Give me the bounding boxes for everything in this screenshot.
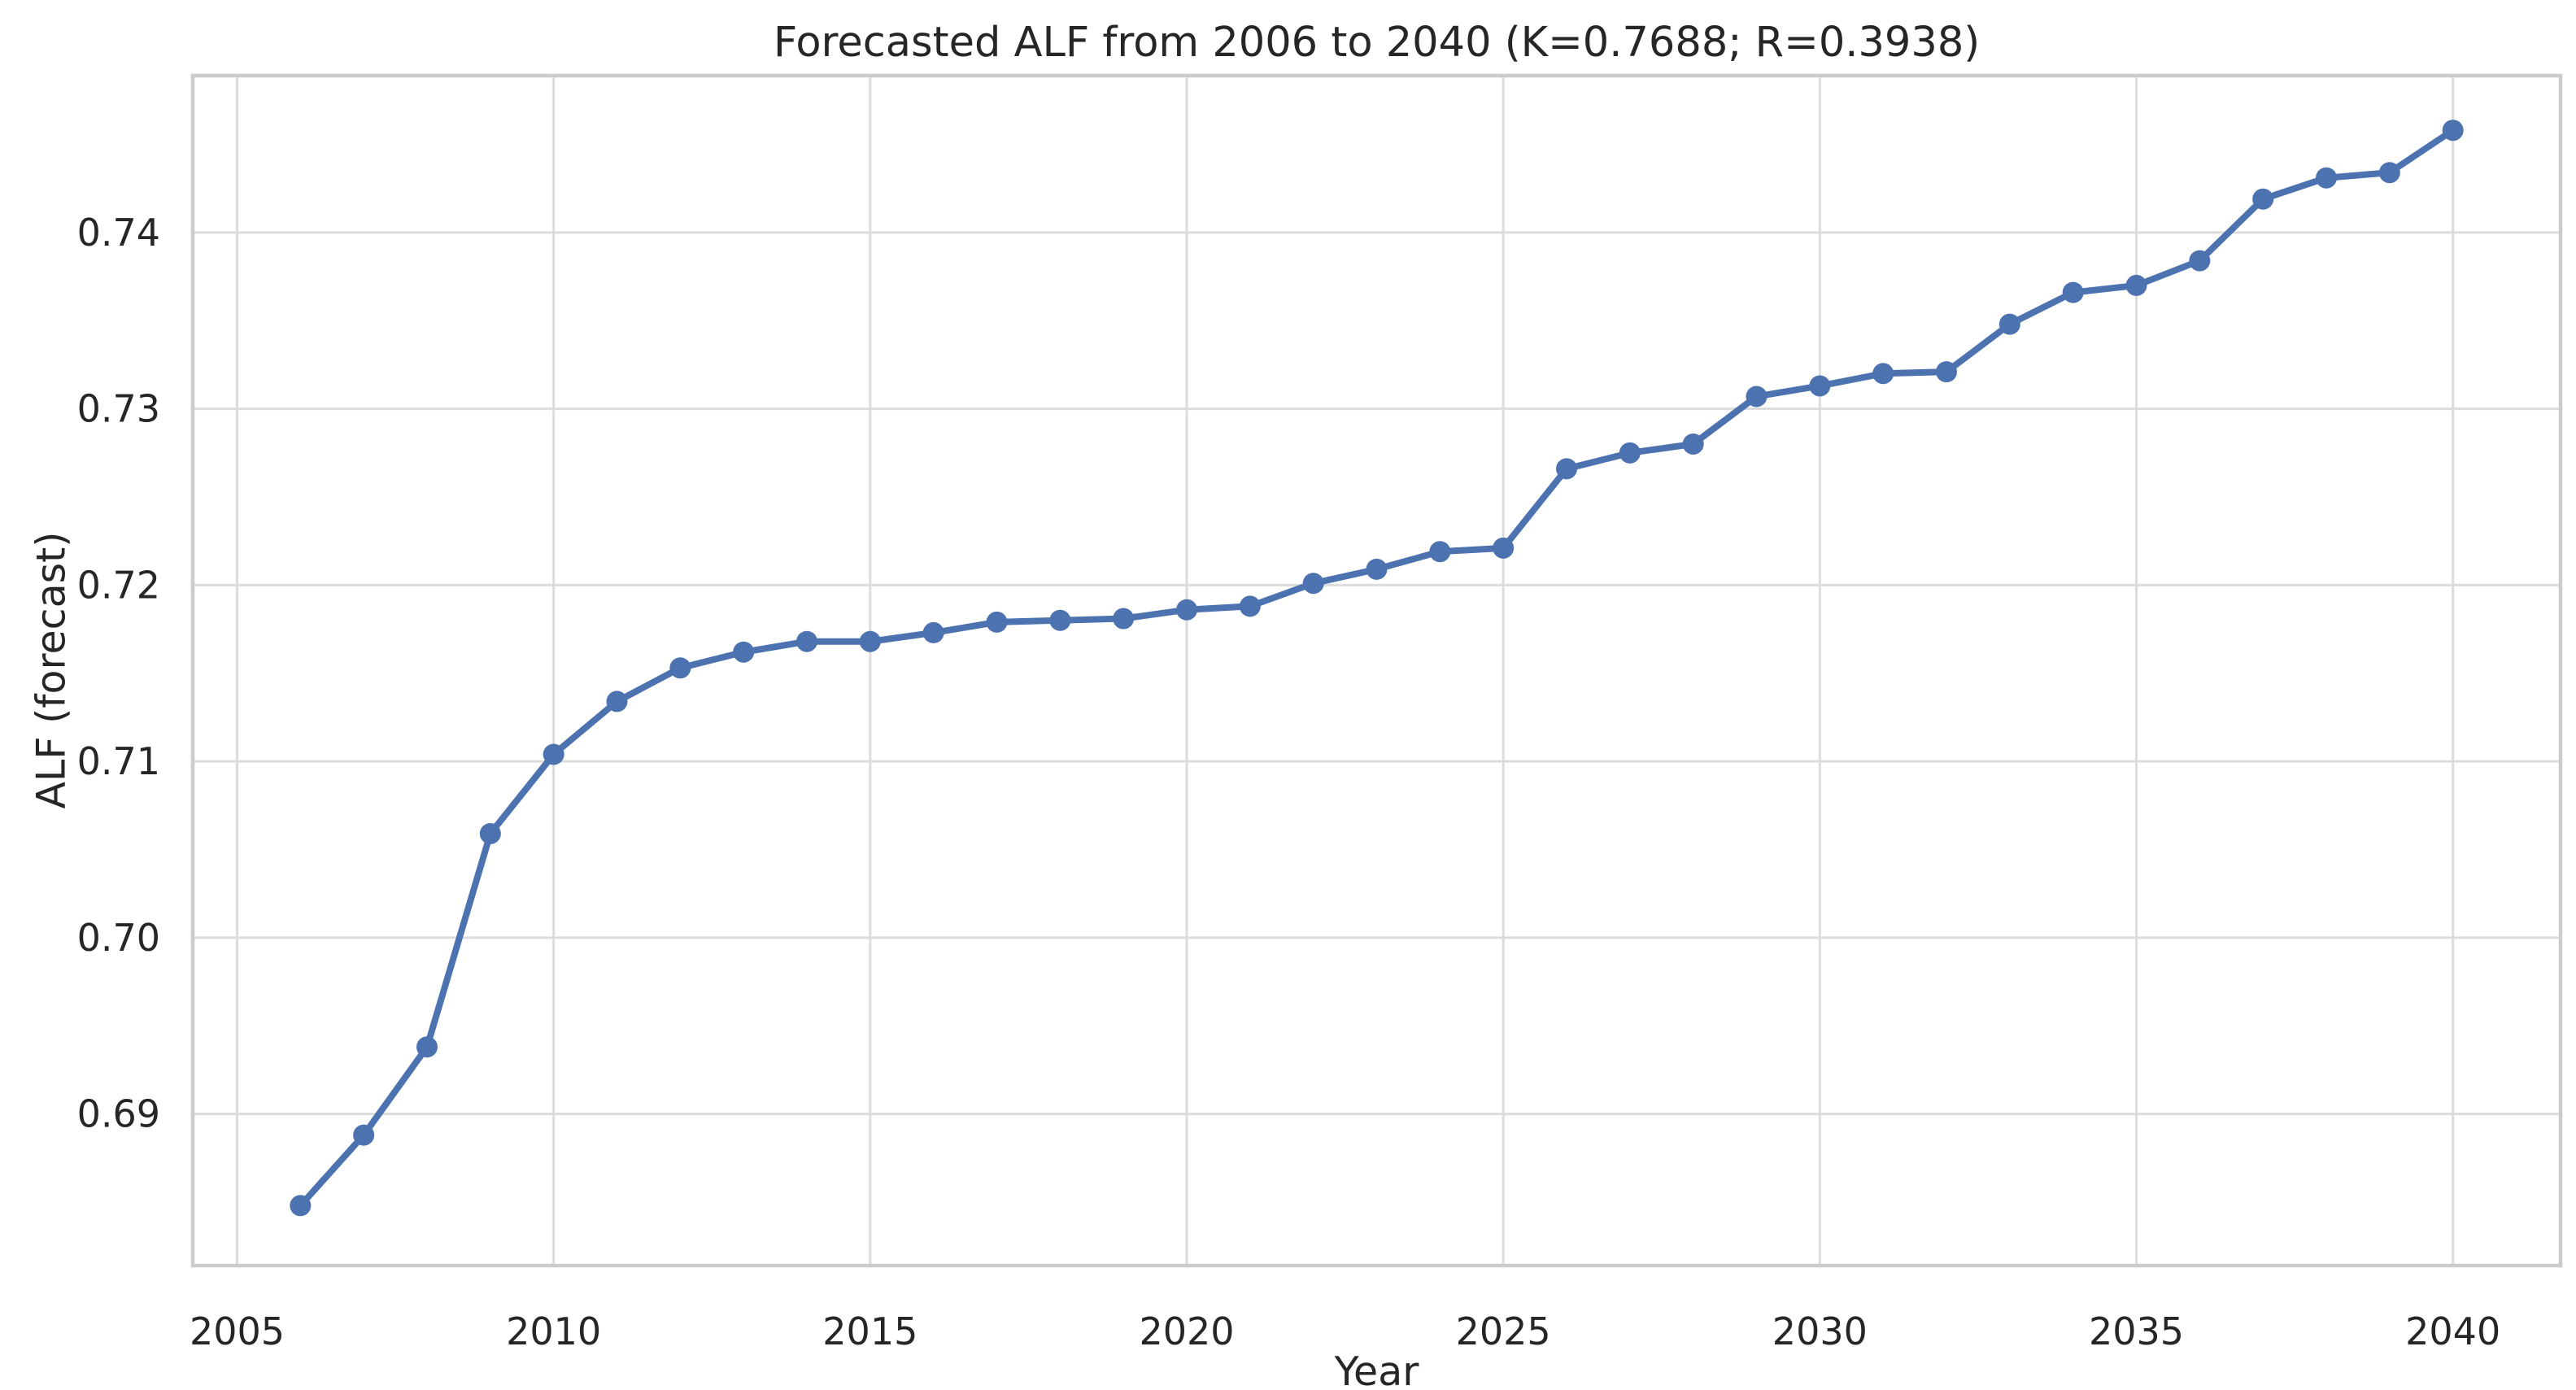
data-point xyxy=(1682,433,1704,455)
y-tick-label: 0.69 xyxy=(77,1092,160,1136)
data-point xyxy=(733,641,755,663)
x-tick-label: 2020 xyxy=(1139,1309,1234,1353)
data-point xyxy=(1556,458,1578,480)
y-tick-label: 0.71 xyxy=(77,739,160,783)
data-point xyxy=(795,630,817,652)
data-point xyxy=(986,611,1008,633)
plot-border xyxy=(190,73,2563,1268)
y-tick-label: 0.70 xyxy=(77,916,160,960)
data-point xyxy=(922,621,944,643)
data-point xyxy=(1998,313,2020,335)
data-point xyxy=(479,822,501,844)
data-point xyxy=(1809,375,1831,397)
y-tick-label: 0.72 xyxy=(77,563,160,607)
data-point xyxy=(543,743,564,765)
data-point xyxy=(2189,250,2211,272)
x-axis-label: Year xyxy=(1334,1349,1419,1390)
data-point xyxy=(669,657,691,679)
data-point xyxy=(2062,281,2084,303)
data-point xyxy=(1872,363,1894,385)
x-tick-label: 2030 xyxy=(1772,1309,1868,1353)
x-tick-label: 2005 xyxy=(190,1309,285,1353)
x-tick-label: 2010 xyxy=(506,1309,601,1353)
data-point xyxy=(353,1124,375,1146)
y-tick-label: 0.74 xyxy=(77,211,160,255)
chart-title: Forecasted ALF from 2006 to 2040 (K=0.76… xyxy=(773,19,1981,67)
x-tick-label: 2015 xyxy=(822,1309,918,1353)
data-point xyxy=(1746,386,1767,407)
data-point xyxy=(1113,608,1135,630)
y-tick-label: 0.73 xyxy=(77,387,160,431)
data-point xyxy=(1366,558,1388,580)
data-point xyxy=(290,1195,312,1217)
data-point xyxy=(1302,573,1324,595)
data-point xyxy=(1619,442,1641,464)
x-tick-label: 2040 xyxy=(2405,1309,2500,1353)
data-point xyxy=(859,630,881,652)
data-point xyxy=(2252,188,2274,210)
data-point xyxy=(606,691,628,712)
data-point xyxy=(1049,609,1071,631)
data-point xyxy=(2378,162,2400,184)
data-point xyxy=(2442,120,2464,142)
data-point xyxy=(2125,274,2147,296)
data-point xyxy=(1493,537,1515,559)
data-point xyxy=(2316,167,2338,189)
data-point xyxy=(1936,361,1958,383)
data-point xyxy=(1429,541,1451,563)
data-point xyxy=(1175,599,1197,621)
y-axis-label: ALF (forecast) xyxy=(28,531,75,809)
data-point xyxy=(1239,595,1261,617)
x-tick-label: 2035 xyxy=(2089,1309,2184,1353)
x-tick-label: 2025 xyxy=(1456,1309,1551,1353)
data-point xyxy=(416,1036,438,1058)
